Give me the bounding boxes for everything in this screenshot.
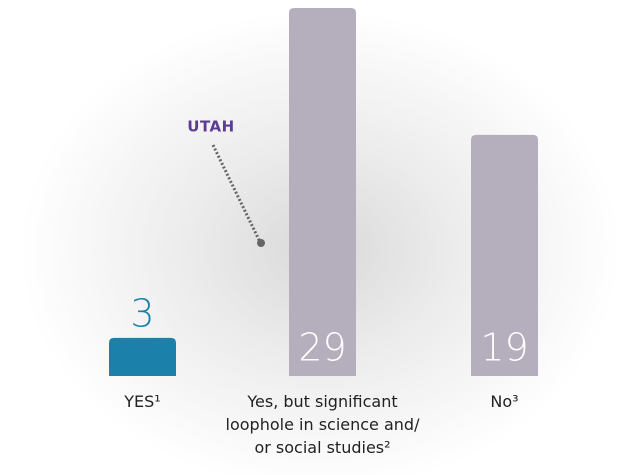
bar: [289, 8, 356, 376]
bar: [471, 134, 538, 376]
x-tick-label: No³: [490, 392, 519, 411]
value-label: 3: [130, 291, 154, 335]
x-tick-label: Yes, but significant loophole in science…: [225, 392, 420, 457]
annotation-line: [211, 144, 262, 243]
value-label: 19: [480, 326, 528, 370]
annotation-dot: [257, 239, 265, 247]
bar: [109, 337, 176, 376]
annotation: UTAH: [187, 118, 234, 136]
x-tick-label: YES¹: [124, 392, 161, 411]
value-label: 29: [298, 326, 346, 370]
